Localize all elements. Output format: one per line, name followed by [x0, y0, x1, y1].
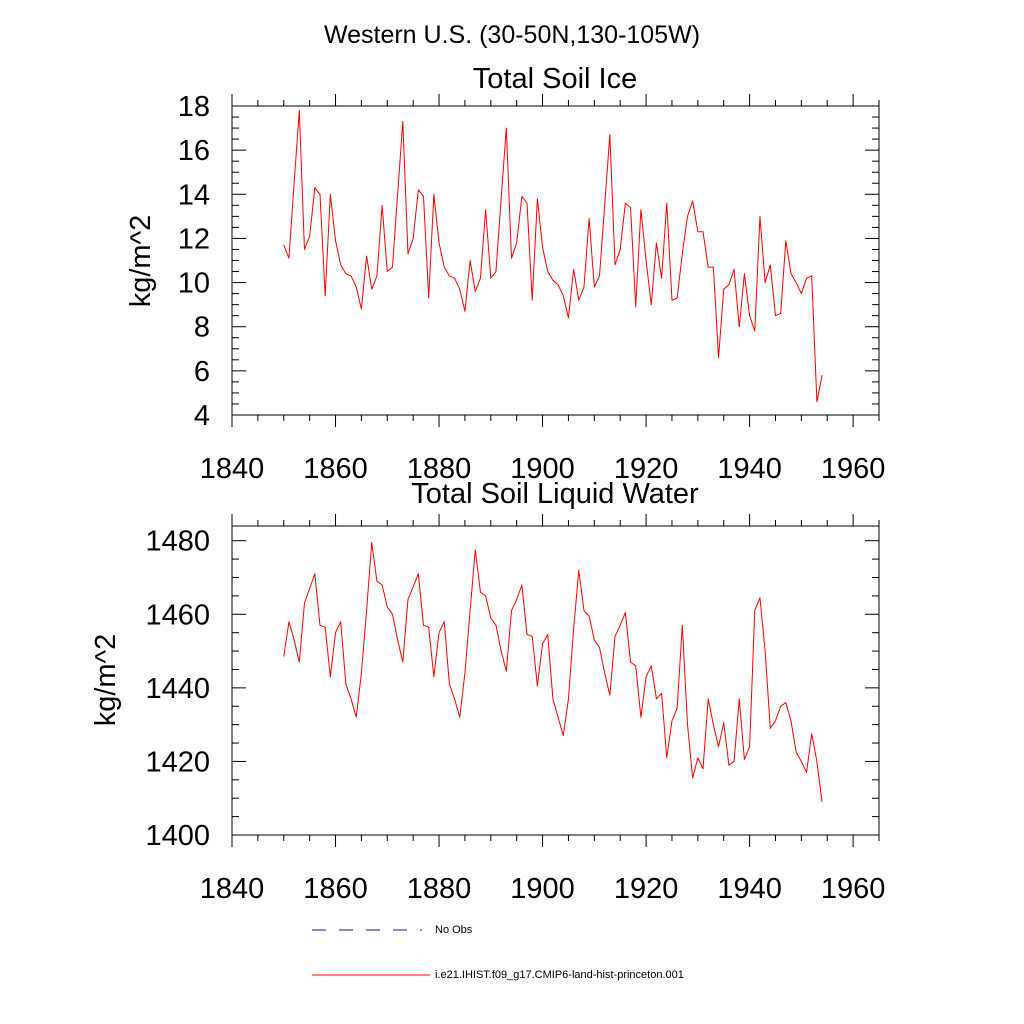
y-tick-label: 12 [178, 223, 210, 255]
y-tick-label: 6 [194, 356, 210, 388]
x-tick-label: 1900 [510, 873, 575, 905]
x-tick-label: 1860 [303, 453, 368, 485]
plot-frame [231, 105, 880, 416]
y-tick-label: 16 [178, 135, 210, 167]
y-tick-label: 1480 [145, 526, 210, 558]
y-tick-label: 1400 [145, 820, 210, 852]
legend-label-no-obs: No Obs [435, 924, 473, 936]
y-tick-label: 1440 [145, 673, 210, 705]
x-tick-label: 1840 [200, 453, 265, 485]
y-tick-label: 1460 [145, 599, 210, 631]
y-tick-label: 1420 [145, 746, 210, 778]
chart-total-soil-ice: Total Soil Ice kg/m^2 1840 1860 1880 1900 19… [125, 63, 885, 485]
x-tick-label: 1960 [821, 453, 886, 485]
y-tick-label: 4 [194, 400, 210, 432]
x-tick-label: 1840 [200, 873, 265, 905]
x-tick-label: 1880 [407, 453, 472, 485]
tick-labels: 1840 1860 1880 1900 1920 1940 1960 1400 1420 1440… [145, 526, 885, 905]
series-marks [283, 542, 823, 802]
chart-total-soil-liquid-water: Total Soil Liquid Water kg/m^2 1840 1860 1… [90, 478, 885, 905]
series-marks [283, 109, 823, 403]
y-axis-label: kg/m^2 [90, 634, 122, 727]
x-tick-label: 1920 [614, 873, 679, 905]
figure-title: Western U.S. (30-50N,130-105W) [324, 21, 700, 49]
plot-frame [231, 525, 880, 836]
chart-title: Total Soil Liquid Water [411, 478, 699, 510]
y-tick-label: 18 [178, 91, 210, 123]
y-axis-label: kg/m^2 [125, 215, 157, 308]
x-tick-label: 1860 [303, 873, 368, 905]
tick-marks [231, 514, 880, 847]
series-line [283, 542, 823, 802]
y-tick-label: 14 [178, 179, 210, 211]
x-tick-label: 1900 [510, 453, 575, 485]
y-tick-label: 10 [178, 268, 210, 300]
x-tick-label: 1940 [717, 453, 782, 485]
tick-labels: 1840 1860 1880 1900 1920 1940 1960 4 6 8 10 12 14 16 1… [178, 91, 886, 485]
x-tick-label: 1960 [821, 873, 886, 905]
tick-marks [231, 94, 880, 427]
series-line [283, 109, 823, 403]
legend: No Obs i.e21.IHIST.f09_g17.CMIP6-land-hi… [312, 924, 684, 981]
x-tick-label: 1940 [717, 873, 782, 905]
legend-label-model: i.e21.IHIST.f09_g17.CMIP6-land-hist-prin… [435, 969, 684, 981]
chart-title: Total Soil Ice [473, 63, 637, 95]
x-tick-label: 1880 [407, 873, 472, 905]
y-tick-label: 8 [194, 312, 210, 344]
x-tick-label: 1920 [614, 453, 679, 485]
